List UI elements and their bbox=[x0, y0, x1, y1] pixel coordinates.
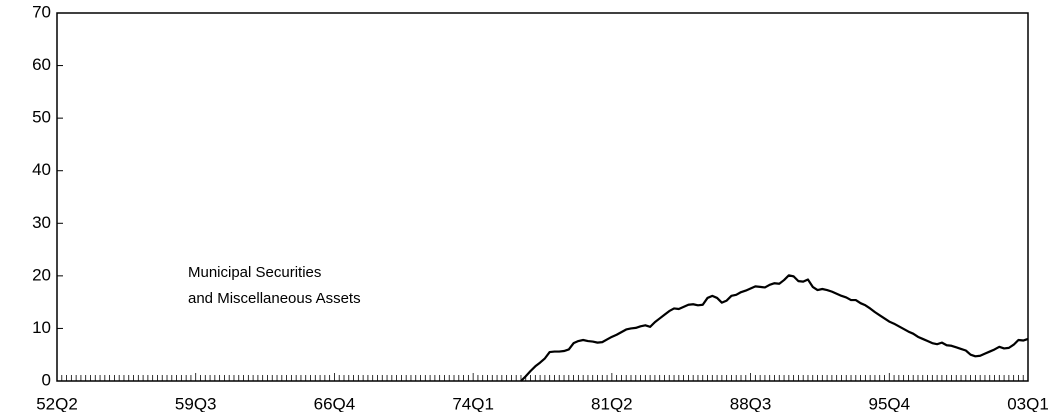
annotation: and Miscellaneous Assets bbox=[188, 290, 361, 307]
annotation: Municipal Securities bbox=[188, 264, 321, 281]
y-tick-label: 70 bbox=[32, 2, 51, 21]
y-tick-label: 30 bbox=[32, 213, 51, 232]
plot-frame bbox=[56, 12, 1029, 382]
line-series bbox=[520, 274, 1029, 382]
x-tick-label: 03Q1 bbox=[1007, 394, 1049, 412]
y-tick-label: 20 bbox=[32, 265, 51, 284]
x-tick-label: 88Q3 bbox=[730, 394, 772, 412]
y-tick-label: 40 bbox=[32, 160, 51, 179]
y-tick-label: 50 bbox=[32, 108, 51, 127]
x-tick-label: 74Q1 bbox=[452, 394, 494, 412]
x-tick-label: 66Q4 bbox=[314, 394, 356, 412]
y-tick-label: 60 bbox=[32, 55, 51, 74]
x-tick-label: 81Q2 bbox=[591, 394, 633, 412]
x-tick-label: 52Q2 bbox=[36, 394, 78, 412]
y-tick-label: 0 bbox=[42, 370, 51, 389]
y-tick-label: 10 bbox=[32, 318, 51, 337]
x-tick-label: 95Q4 bbox=[868, 394, 910, 412]
x-tick-label: 59Q3 bbox=[175, 394, 217, 412]
